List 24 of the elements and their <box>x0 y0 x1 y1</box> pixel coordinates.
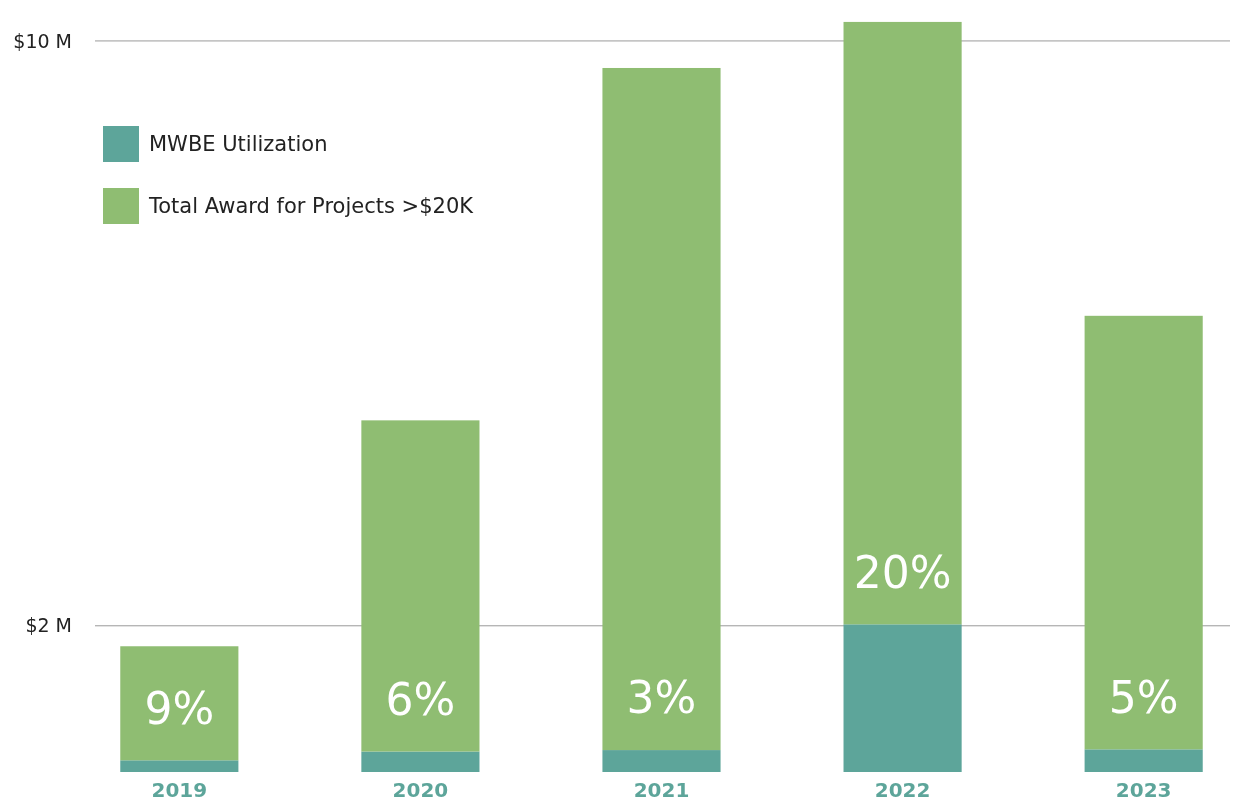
annotation: 3% <box>626 672 697 724</box>
x-tick-label: 2023 <box>1115 778 1172 802</box>
x-tick-label: 2021 <box>633 778 690 802</box>
bar <box>1084 749 1203 772</box>
bar <box>843 21 962 625</box>
bar <box>602 750 721 772</box>
bar <box>602 67 721 751</box>
x-tick-label: 2019 <box>151 778 208 802</box>
y-tick-label: $10 M <box>13 29 72 52</box>
legend-label: Total Award for Projects >$20K <box>148 194 475 219</box>
x-tick-label: 2020 <box>392 778 449 802</box>
bar <box>1084 315 1203 750</box>
x-tick-label: 2022 <box>874 778 931 802</box>
y-tick-label: $2 M <box>25 614 72 637</box>
bar <box>361 420 480 752</box>
bar <box>120 760 239 772</box>
bar <box>120 646 239 761</box>
legend-label: MWBE Utilization <box>149 132 328 157</box>
annotation: 9% <box>144 682 215 734</box>
bar <box>843 624 962 772</box>
annotation: 6% <box>385 673 456 725</box>
bar <box>361 751 480 772</box>
annotation: 5% <box>1108 671 1179 723</box>
annotation: 20% <box>853 546 952 598</box>
